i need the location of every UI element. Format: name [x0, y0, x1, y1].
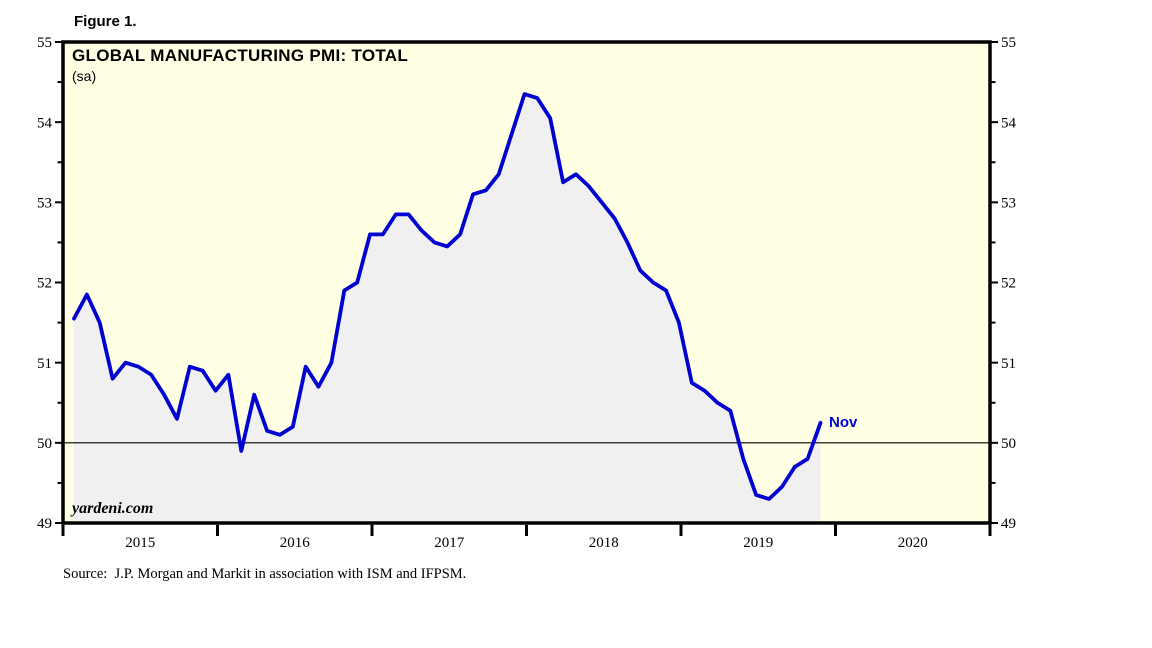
x-axis-year-label: 2015 — [125, 535, 155, 551]
y-axis-label-right: 50 — [1001, 436, 1016, 452]
y-axis-label-right: 53 — [1001, 196, 1016, 212]
y-axis-label-left: 51 — [37, 356, 52, 372]
x-axis-year-label: 2019 — [743, 535, 773, 551]
y-axis-label-right: 49 — [1001, 516, 1016, 532]
x-axis-year-label: 2017 — [434, 535, 465, 551]
y-axis-label-left: 50 — [37, 436, 52, 452]
figure-label: Figure 1. — [74, 13, 137, 30]
y-axis-label-left: 49 — [37, 516, 52, 532]
y-axis-label-left: 52 — [37, 276, 52, 292]
y-axis-label-left: 55 — [37, 35, 52, 51]
y-axis-label-right: 54 — [1001, 115, 1017, 131]
pmi-line — [72, 92, 823, 501]
x-axis-year-label: 2020 — [898, 535, 928, 551]
nov-annotation: Nov — [829, 414, 858, 431]
y-axis-label-left: 53 — [37, 196, 52, 212]
chart-subtitle: (sa) — [72, 68, 97, 84]
y-axis-label-right: 55 — [1001, 35, 1016, 51]
watermark-yardeni: yardeni.com — [72, 500, 154, 517]
y-axis-label-left: 54 — [37, 115, 53, 131]
x-axis-year-label: 2018 — [589, 535, 619, 551]
x-axis-year-label: 2016 — [280, 535, 311, 551]
y-axis-label-right: 51 — [1001, 356, 1016, 372]
chart-title: GLOBAL MANUFACTURING PMI: TOTAL — [72, 46, 409, 65]
source-line: Source: J.P. Morgan and Markit in associ… — [63, 566, 467, 582]
y-axis-label-right: 52 — [1001, 276, 1016, 292]
